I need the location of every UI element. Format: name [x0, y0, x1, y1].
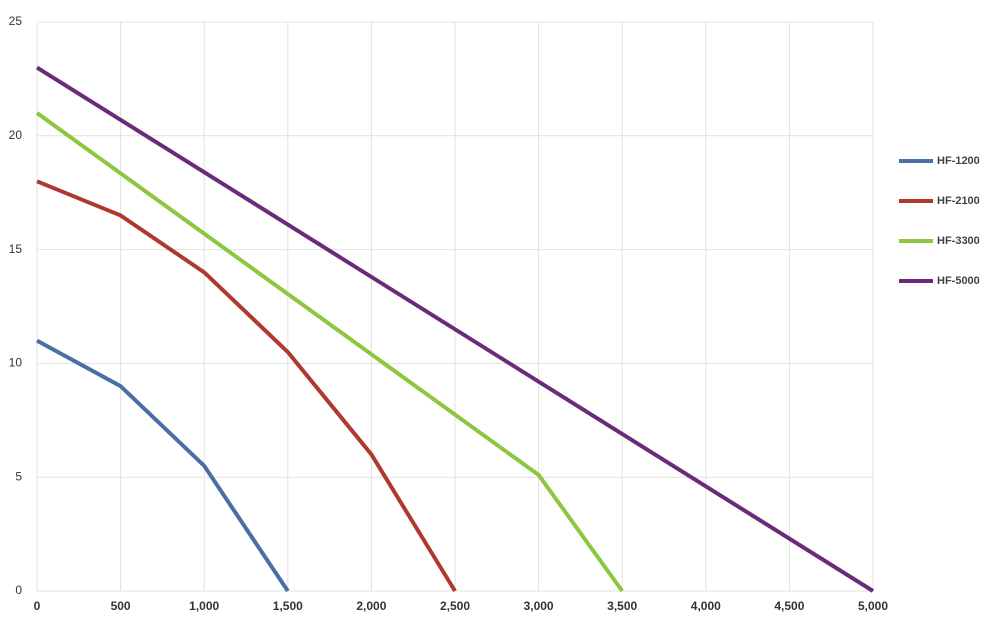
y-tick-label: 10: [9, 356, 23, 370]
y-tick-label: 5: [15, 469, 22, 483]
x-tick-label: 2,000: [356, 599, 386, 613]
y-tick-label: 25: [9, 14, 23, 28]
x-tick-label: 3,000: [524, 599, 554, 613]
y-tick-label: 20: [9, 128, 23, 142]
y-tick-label: 15: [9, 242, 23, 256]
legend-label: HF-1200: [937, 155, 980, 167]
x-tick-label: 3,500: [607, 599, 637, 613]
series-line: [35, 65, 875, 593]
x-tick-label: 2,500: [440, 599, 470, 613]
series-line: [36, 179, 457, 593]
x-tick-label: 500: [111, 599, 131, 613]
x-tick-label: 4,000: [691, 599, 721, 613]
series-line: [36, 338, 290, 593]
legend-label: HF-3300: [937, 235, 980, 247]
legend-label: HF-5000: [937, 275, 980, 287]
x-tick-label: 0: [34, 599, 41, 613]
x-tick-label: 4,500: [774, 599, 804, 613]
legend-label: HF-2100: [937, 195, 980, 207]
x-tick-label: 5,000: [858, 599, 888, 613]
x-tick-label: 1,500: [273, 599, 303, 613]
y-tick-label: 0: [15, 583, 22, 597]
series-line: [35, 111, 624, 593]
x-tick-label: 1,000: [189, 599, 219, 613]
